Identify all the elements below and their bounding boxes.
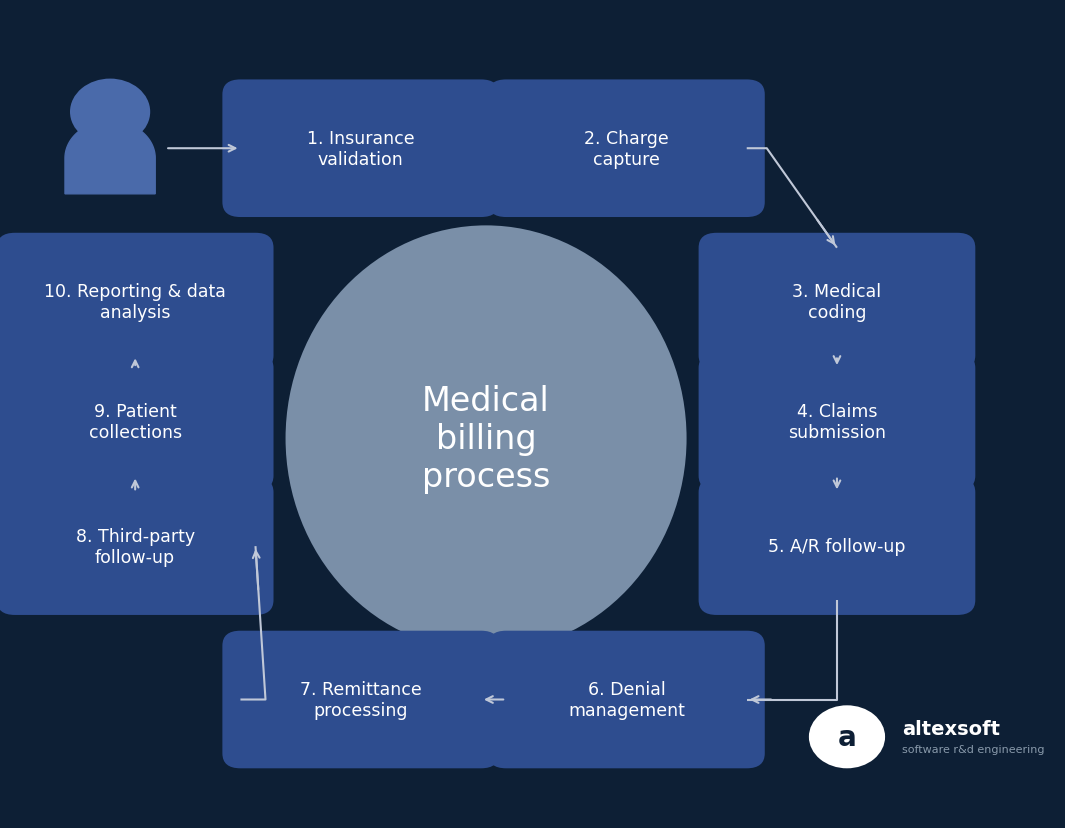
Text: 5. A/R follow-up: 5. A/R follow-up — [768, 537, 905, 556]
Text: 8. Third-party
follow-up: 8. Third-party follow-up — [76, 527, 195, 566]
FancyBboxPatch shape — [699, 354, 976, 491]
FancyBboxPatch shape — [0, 354, 274, 491]
Circle shape — [809, 705, 885, 768]
Text: altexsoft: altexsoft — [902, 720, 1000, 738]
Circle shape — [70, 79, 150, 146]
Text: 10. Reporting & data
analysis: 10. Reporting & data analysis — [45, 283, 226, 321]
Text: 2. Charge
capture: 2. Charge capture — [584, 130, 669, 168]
Text: Medical
billing
process: Medical billing process — [422, 384, 551, 493]
Text: a: a — [837, 723, 856, 751]
FancyBboxPatch shape — [488, 80, 765, 218]
FancyBboxPatch shape — [0, 233, 274, 371]
FancyBboxPatch shape — [488, 631, 765, 768]
Ellipse shape — [285, 226, 687, 652]
FancyBboxPatch shape — [0, 478, 274, 615]
FancyBboxPatch shape — [223, 631, 499, 768]
FancyBboxPatch shape — [699, 478, 976, 615]
Text: 3. Medical
coding: 3. Medical coding — [792, 283, 882, 321]
Text: 6. Denial
management: 6. Denial management — [568, 681, 685, 719]
Polygon shape — [65, 122, 155, 195]
Text: 4. Claims
submission: 4. Claims submission — [788, 403, 886, 441]
FancyBboxPatch shape — [223, 80, 499, 218]
Text: 7. Remittance
processing: 7. Remittance processing — [300, 681, 422, 719]
Text: software r&d engineering: software r&d engineering — [902, 744, 1045, 754]
Text: 1. Insurance
validation: 1. Insurance validation — [307, 130, 414, 168]
Text: 9. Patient
collections: 9. Patient collections — [88, 403, 182, 441]
FancyBboxPatch shape — [699, 233, 976, 371]
